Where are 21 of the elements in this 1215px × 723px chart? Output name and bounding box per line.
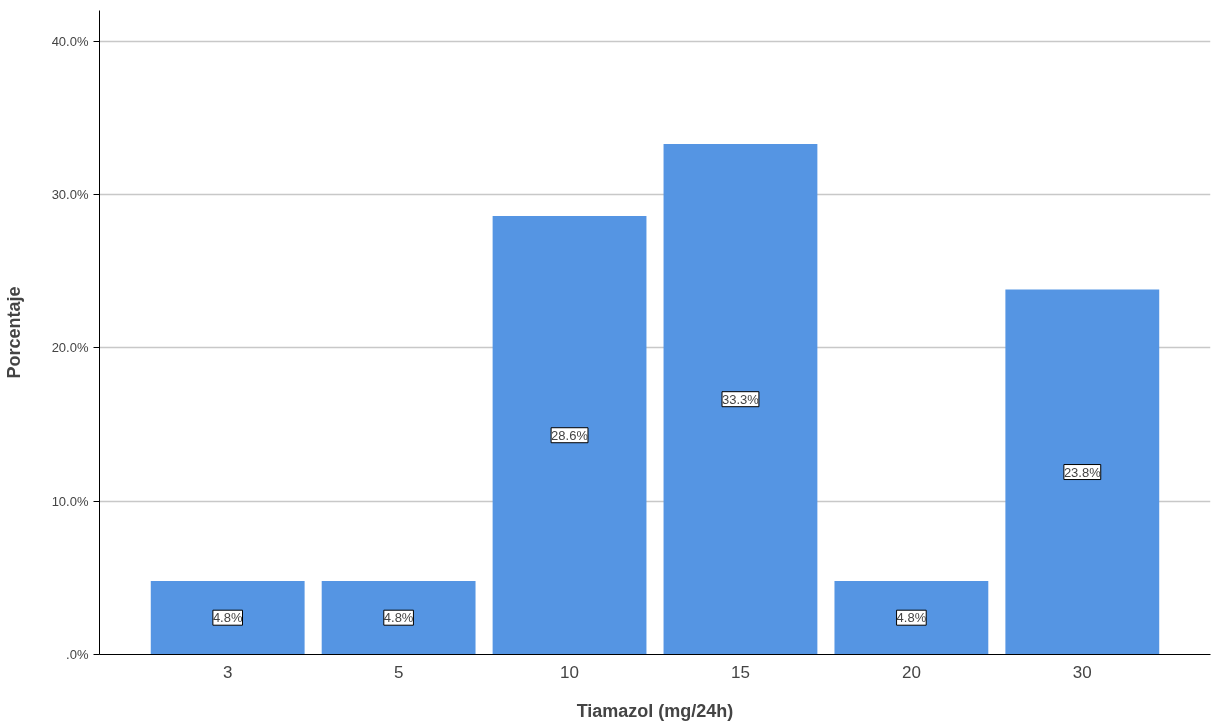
y-tick-label: 40.0%	[51, 33, 89, 49]
data-label: 4.8%	[383, 610, 414, 626]
x-tick-label: 10	[560, 662, 580, 682]
bar	[150, 580, 305, 655]
x-tick-label: 30	[1072, 662, 1092, 682]
x-axis-title: Tiamazol (mg/24h)	[576, 700, 734, 721]
y-tick-label: 10.0%	[51, 493, 89, 509]
y-tick-label: .0%	[66, 647, 89, 662]
bar	[321, 580, 476, 655]
x-tick-label: 3	[222, 662, 233, 682]
bar	[663, 143, 818, 655]
bar	[834, 580, 989, 655]
bar	[492, 215, 647, 655]
x-tick-label: 5	[393, 662, 404, 682]
x-tick-label: 20	[901, 662, 921, 682]
x-tick-label: 15	[731, 662, 750, 682]
bar	[1005, 289, 1160, 655]
data-label: 4.8%	[212, 610, 243, 626]
y-tick-label: 30.0%	[51, 187, 89, 202]
y-tick-label: 20.0%	[51, 340, 89, 356]
y-axis-title: Porcentaje	[3, 286, 24, 379]
